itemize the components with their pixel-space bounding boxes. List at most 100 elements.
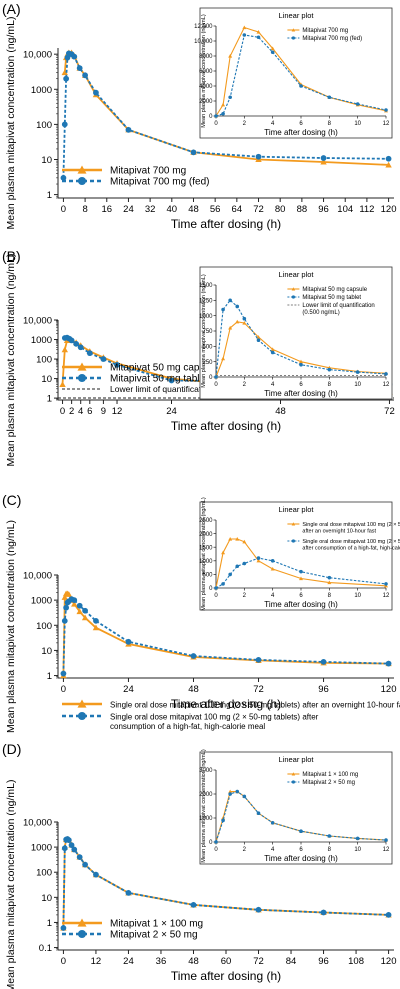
- series-line-1: [62, 52, 389, 178]
- x-tick-label: 6: [87, 406, 92, 417]
- y-tick-label: 10: [41, 646, 52, 657]
- x-tick-label: 96: [318, 684, 329, 695]
- inset-legend-label: Mitapivat 50 mg capsule: [302, 287, 367, 293]
- inset-title: Linear plot: [278, 505, 314, 514]
- data-point: [385, 912, 392, 918]
- inset-x-tick-label: 8: [328, 593, 332, 599]
- inset-data-point: [235, 789, 240, 794]
- panel-label: (A): [2, 1, 21, 17]
- x-tick-label: 8: [82, 204, 87, 215]
- inset-data-point: [214, 840, 218, 844]
- inset-plot: Linear plot 0 250 500 750 1000 1250 1500 0 2 4 6 8 10…: [199, 266, 393, 400]
- inset-data-point: [299, 362, 303, 367]
- inset-legend-marker: [291, 522, 296, 526]
- x-tick-label: 84: [286, 956, 297, 967]
- inset-frame: [199, 501, 393, 611]
- inset-y-tick-label: 0: [209, 586, 213, 592]
- inset-x-tick-label: 12: [383, 121, 390, 127]
- data-point: [61, 121, 68, 128]
- inset-series-line-1: [215, 557, 387, 589]
- inset-data-point: [327, 575, 332, 580]
- data-point: [81, 614, 89, 621]
- inset-legend-lloq-label: Lower limit of quantification: [302, 303, 374, 309]
- inset-x-axis-label: Time after dosing (h): [264, 854, 338, 863]
- inset-data-point: [235, 319, 240, 324]
- inset-y-tick-label: 0: [209, 375, 213, 381]
- legend-label: Mitapivat 50 mg tablet: [110, 374, 208, 385]
- inset-y-tick-label: 10,000: [194, 39, 213, 45]
- x-tick-label: 108: [348, 956, 364, 967]
- inset-data-point: [270, 566, 275, 571]
- legend-label: Mitapivat 1 × 100 mg: [110, 919, 203, 930]
- inset-data-point: [384, 582, 388, 586]
- y-tick-label: 10,000: [23, 818, 52, 829]
- x-tick-label: 72: [253, 204, 264, 215]
- x-tick-label: 40: [167, 204, 178, 215]
- inset-legend-marker: [291, 539, 296, 543]
- x-tick-label: 72: [253, 956, 264, 967]
- inset-y-axis-label: Mean plasma mitapivat concentration (ng/…: [201, 749, 207, 863]
- inset-legend-label: Mitapivat 2 × 50 mg: [302, 780, 355, 786]
- inset-plot: Linear plot 0 2000 4000 6000 8000 10,000 12,000…: [194, 7, 393, 139]
- data-point: [65, 591, 73, 597]
- data-point: [385, 161, 392, 168]
- inset-legend-marker: [291, 780, 296, 784]
- y-tick-label: 100: [36, 355, 52, 366]
- inset-y-tick-label: 2000: [199, 532, 213, 538]
- inset-x-tick-label: 2: [243, 121, 247, 127]
- legend-label: Single oral dose mitapivat 100 mg (2 × 5…: [110, 713, 319, 722]
- x-tick-label: 24: [166, 406, 177, 417]
- inset-data-point: [270, 821, 275, 825]
- inset-frame: [199, 751, 393, 865]
- data-point: [100, 356, 107, 362]
- inset-data-point: [270, 50, 275, 55]
- data-point: [63, 604, 70, 611]
- inset-data-point: [221, 582, 225, 586]
- legend-swatch-marker: [77, 176, 87, 186]
- x-tick-label: 104: [337, 204, 353, 215]
- data-point: [255, 657, 262, 663]
- inset-x-tick-label: 12: [383, 593, 390, 599]
- data-point: [82, 607, 88, 614]
- x-axis-label: Time after dosing (h): [171, 969, 281, 983]
- x-tick-label: 60: [221, 956, 232, 967]
- data-point: [190, 902, 197, 908]
- inset-x-tick-label: 10: [354, 593, 361, 599]
- inset-data-point: [242, 25, 247, 30]
- x-tick-label: 24: [123, 684, 134, 695]
- inset-data-point: [228, 95, 232, 100]
- y-tick-label: 10,000: [23, 316, 52, 327]
- inset-y-tick-label: 500: [202, 345, 213, 351]
- inset-x-tick-label: 6: [299, 593, 303, 599]
- x-tick-label: 72: [253, 684, 264, 695]
- x-tick-label: 36: [156, 956, 167, 967]
- inset-data-point: [256, 556, 261, 560]
- legend-swatch-marker: [77, 711, 87, 721]
- inset-x-tick-label: 4: [271, 121, 275, 127]
- inset-y-tick-label: 12,000: [194, 24, 213, 30]
- data-point: [168, 377, 175, 384]
- data-point: [61, 69, 68, 76]
- y-axis-label: Mean plasma mitapivat concentration (ng/…: [5, 520, 17, 733]
- x-tick-label: 0: [61, 204, 66, 215]
- inset-legend-label: Single oral dose mitapivat 100 mg (2 × 5…: [302, 539, 400, 545]
- data-point: [125, 890, 132, 896]
- x-tick-label: 48: [188, 684, 199, 695]
- inset-data-point: [214, 375, 218, 379]
- x-tick-label: 2: [69, 406, 74, 417]
- inset-x-tick-label: 0: [214, 121, 218, 127]
- legend-swatch-marker: [77, 373, 87, 383]
- data-point: [320, 155, 327, 161]
- data-point: [76, 602, 83, 609]
- data-point: [86, 350, 93, 357]
- inset-data-point: [384, 372, 388, 376]
- inset-data-point: [228, 572, 232, 577]
- inset-x-tick-label: 8: [328, 847, 332, 853]
- inset-data-point: [228, 54, 233, 58]
- inset-title: Linear plot: [278, 270, 314, 279]
- inset-x-tick-label: 10: [354, 382, 361, 388]
- legend-label-cont: consumption of a high-fat, high-calorie …: [110, 722, 265, 731]
